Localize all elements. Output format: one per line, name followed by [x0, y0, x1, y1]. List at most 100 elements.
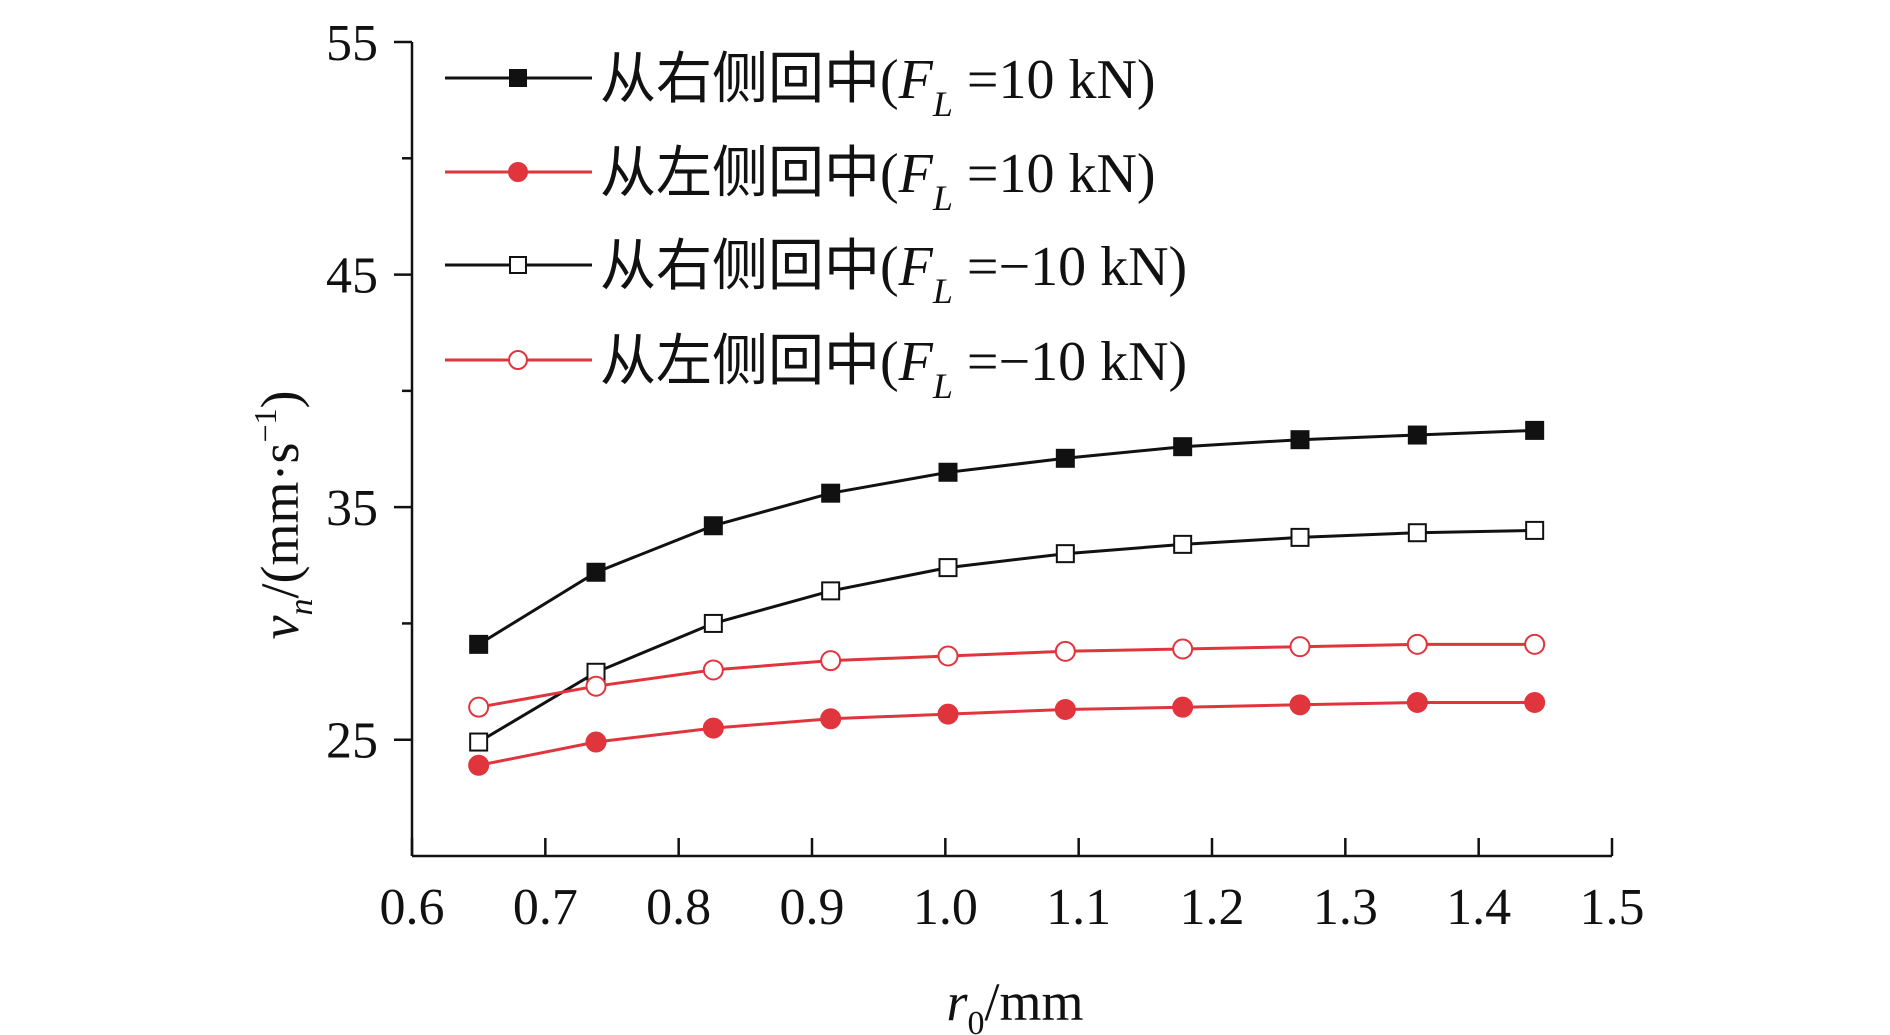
series-group [468, 420, 1546, 776]
series-line [477, 428, 1535, 646]
series-line [478, 701, 1535, 767]
legend-marker [509, 256, 527, 274]
legend-label-tail: =−10 kN) [953, 331, 1187, 393]
legend-label-var: F [898, 236, 934, 298]
x-axis-title-var: r [946, 972, 968, 1032]
legend: 从右侧回中(FL =10 kN)从左侧回中(FL =10 kN)从右侧回中(FL… [445, 49, 1187, 406]
axes-group: 0.6 0.7 0.8 0.9 1.0 1.1 1.2 1.3 1.4 1.5 25 35 45 55 [326, 15, 1645, 936]
series-4 [468, 633, 1546, 718]
data-point [938, 462, 958, 482]
data-point [702, 659, 724, 681]
legend-marker [508, 162, 528, 182]
data-point [938, 558, 958, 578]
legend-entry-3: 从右侧回中(FL =−10 kN) [445, 236, 1187, 311]
data-point [1525, 420, 1545, 440]
legend-label-var: F [898, 49, 934, 111]
legend-label: 从右侧回中(FL =10 kN) [600, 49, 1156, 124]
y-axis-title-unit: /(mm·s [250, 443, 310, 599]
data-point [937, 703, 959, 725]
data-point [586, 562, 606, 582]
legend-entry-4: 从左侧回中(FL =−10 kN) [445, 331, 1187, 406]
legend-label-var: F [898, 331, 934, 393]
legend-label: 从左侧回中(FL =−10 kN) [600, 331, 1187, 406]
data-point [1289, 694, 1311, 716]
y-tick-label: 35 [326, 480, 378, 537]
x-tick-label: 0.8 [646, 879, 711, 936]
legend-marker [509, 69, 527, 87]
legend-label-var: F [898, 143, 934, 205]
data-point [1406, 633, 1428, 655]
data-point [820, 650, 842, 672]
data-point [821, 581, 841, 601]
x-axis-title-sub: 0 [968, 1005, 985, 1035]
legend-label-name: 从右侧回中( [600, 236, 899, 298]
legend-label-name: 从左侧回中( [600, 331, 899, 393]
data-point [468, 754, 490, 776]
legend-label-sub: L [932, 366, 953, 406]
y-axis-title-var: v [250, 616, 310, 640]
data-point [469, 634, 489, 654]
data-point [1289, 636, 1311, 658]
data-point [821, 483, 841, 503]
y-axis-title-close: ) [250, 391, 310, 409]
data-point [1054, 640, 1076, 662]
legend-label-sub: L [932, 271, 953, 311]
data-point [937, 645, 959, 667]
data-point [1406, 692, 1428, 714]
series-line [478, 642, 1535, 709]
legend-label-tail: =10 kN) [953, 49, 1156, 111]
legend-label-tail: =10 kN) [953, 143, 1156, 205]
legend-label-sub: L [932, 178, 953, 218]
data-point [1172, 638, 1194, 660]
legend-label-sub: L [932, 84, 953, 124]
x-tick-label: 1.4 [1446, 879, 1511, 936]
x-tick-label: 1.5 [1580, 879, 1645, 936]
data-point [1407, 523, 1427, 543]
data-point [1172, 696, 1194, 718]
data-point [1173, 534, 1193, 554]
data-point [585, 675, 607, 697]
x-tick-label: 1.1 [1046, 879, 1111, 936]
legend-label-name: 从左侧回中( [600, 143, 899, 205]
data-point [1407, 425, 1427, 445]
data-point [1055, 544, 1075, 564]
y-tick-label: 25 [326, 713, 378, 770]
x-tick-label: 1.3 [1313, 879, 1378, 936]
data-point [703, 516, 723, 536]
data-point [1524, 692, 1546, 714]
data-point [1525, 520, 1545, 540]
x-axis-title: r0/mm [946, 972, 1083, 1035]
data-point [1290, 430, 1310, 450]
y-axis-title: vn/(mm·s−1) [247, 391, 320, 640]
data-point [1524, 633, 1546, 655]
data-point [1173, 437, 1193, 457]
series-line [477, 528, 1535, 744]
x-axis-title-unit: /mm [985, 972, 1084, 1032]
y-tick-label: 55 [326, 15, 378, 72]
series-1 [469, 420, 1545, 654]
data-point [469, 732, 489, 752]
y-axis-title-sub: n [283, 599, 320, 616]
data-point [468, 696, 490, 718]
legend-label-tail: =−10 kN) [953, 236, 1187, 298]
data-point [585, 731, 607, 753]
data-point [1055, 448, 1075, 468]
x-tick-label: 0.9 [780, 879, 845, 936]
series-2 [468, 692, 1546, 776]
y-tick-label: 45 [326, 248, 378, 305]
legend-marker [508, 350, 528, 370]
y-axis-title-sup: −1 [247, 408, 283, 442]
legend-label: 从右侧回中(FL =−10 kN) [600, 236, 1187, 311]
x-tick-label: 1.2 [1180, 879, 1245, 936]
x-tick-label: 1.0 [913, 879, 978, 936]
data-point [820, 708, 842, 730]
data-point [1290, 527, 1310, 547]
data-point [702, 717, 724, 739]
data-point [1054, 698, 1076, 720]
x-tick-label: 0.7 [513, 879, 578, 936]
legend-label: 从左侧回中(FL =10 kN) [600, 143, 1156, 218]
legend-entry-2: 从左侧回中(FL =10 kN) [445, 143, 1156, 218]
legend-entry-1: 从右侧回中(FL =10 kN) [445, 49, 1156, 124]
data-point [703, 613, 723, 633]
